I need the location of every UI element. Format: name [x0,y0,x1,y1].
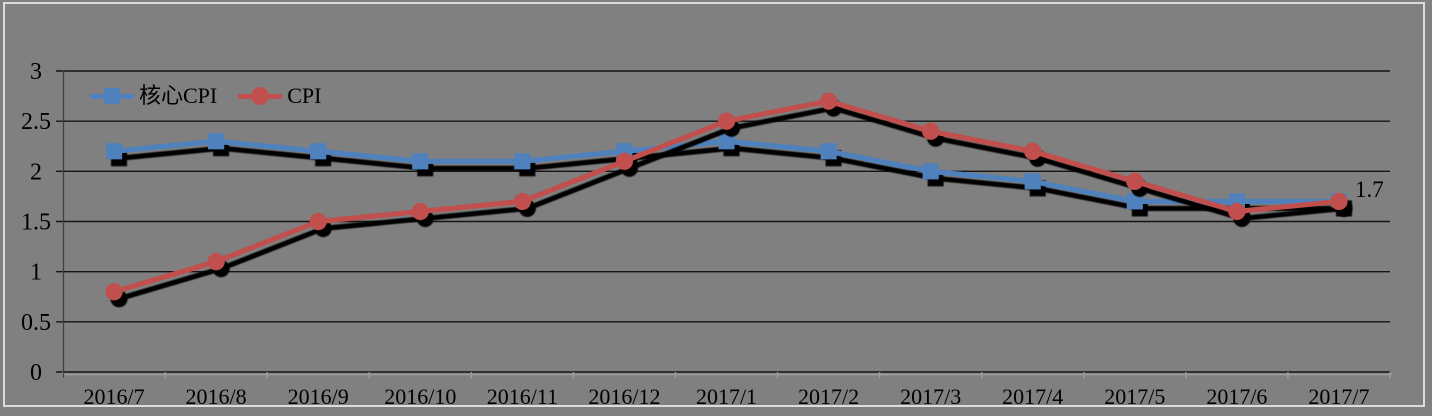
y-axis-tick-label: 0 [30,360,42,386]
data-point-square-marker [310,143,327,160]
data-point-circle-marker [1330,192,1348,211]
data-point-circle-marker [105,283,123,301]
x-axis-tick-label: 2017/2 [798,384,859,409]
core-cpi-line-square-marker-icon [90,83,134,109]
data-point-square-marker [106,143,123,160]
data-point-circle-marker [1228,202,1246,221]
legend-item-cpi: CPI [238,83,322,109]
x-axis-tick-label: 2016/9 [288,384,349,409]
x-axis-tick-label: 2017/3 [900,384,961,409]
data-point-circle-marker [309,212,327,231]
y-axis-tick-label: 0.5 [21,310,51,336]
data-point-circle-marker [717,112,736,130]
data-point-square-marker [718,133,735,150]
legend-item-core-cpi: 核心CPI [90,83,217,109]
x-axis-tick-label: 2017/7 [1308,384,1369,409]
chart-legend: 核心CPI CPI [90,83,322,109]
x-axis-tick-label: 2016/7 [83,384,144,409]
data-point-square-marker [412,153,429,170]
y-axis-tick-label: 2.5 [21,109,51,135]
data-point-circle-marker [819,92,838,110]
legend-label-cpi: CPI [287,83,322,108]
data-point-circle-marker [207,253,225,271]
data-point-square-marker [820,143,837,160]
x-axis-tick-label: 2016/12 [588,384,660,409]
data-point-circle-marker [513,192,531,211]
x-axis-tick-label: 2017/4 [1002,384,1063,409]
chart-frame [3,2,1425,407]
data-label-last-point: 1.7 [1355,177,1384,202]
x-axis-tick-label: 2016/10 [384,384,456,409]
data-point-square-marker [514,153,531,170]
data-point-square-marker [1126,193,1143,210]
data-point-square-marker [1024,173,1041,190]
y-axis-tick-label: 1 [30,260,42,286]
data-point-circle-marker [922,122,940,140]
x-axis-tick-label: 2016/11 [487,384,558,409]
series-cpi [105,92,1348,301]
y-axis-tick-label: 1.5 [21,210,51,236]
x-axis-tick-label: 2016/8 [186,384,247,409]
x-axis-tick-label: 2017/6 [1206,384,1267,409]
y-axis-tick-label: 2 [30,159,42,185]
y-axis-tick-label: 3 [30,59,42,85]
data-point-circle-marker [615,152,634,170]
data-point-circle-marker [1024,142,1042,160]
data-point-square-marker [922,163,939,180]
cpi-line-circle-marker-icon [238,83,283,109]
data-point-circle-marker [411,202,429,221]
data-point-circle-marker [1126,172,1144,190]
x-axis-tick-label: 2017/5 [1104,384,1165,409]
x-axis-tick-label: 2017/1 [696,384,757,409]
data-point-square-marker [208,133,225,150]
legend-label-core-cpi: 核心CPI [139,83,218,108]
